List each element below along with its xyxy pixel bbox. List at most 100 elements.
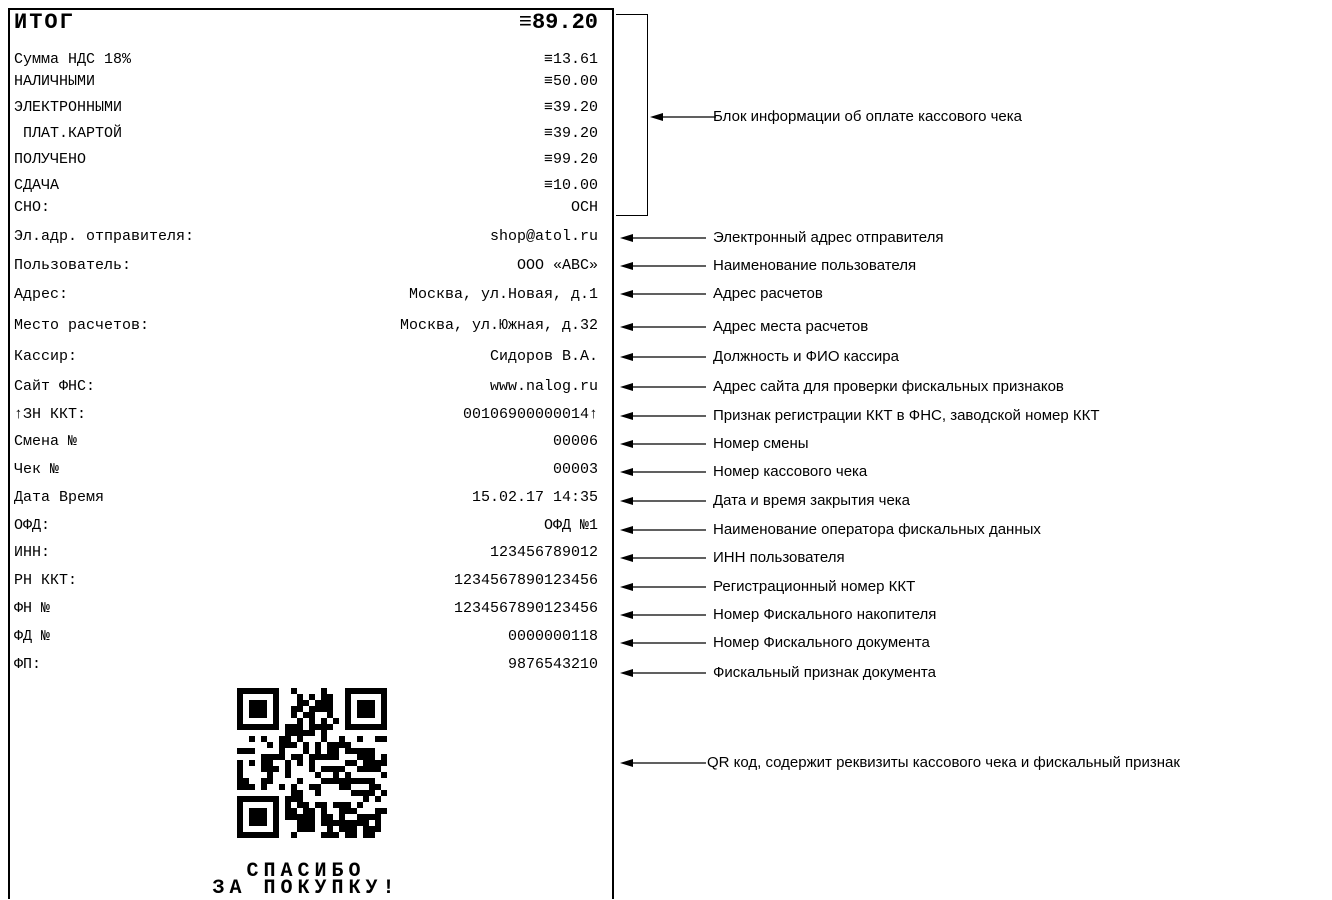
- receipt-row-value: ≡10.00: [543, 177, 598, 194]
- receipt-row-label: ФД №: [14, 628, 51, 645]
- qr-code: [237, 688, 387, 838]
- arrow-head-icon: [620, 554, 633, 562]
- receipt-row-label: ЭЛЕКТРОННЫМИ: [14, 99, 123, 116]
- annotation-label: Должность и ФИО кассира: [713, 348, 899, 365]
- receipt-row: ФП: 9876543210: [14, 656, 598, 674]
- total-value: ≡89.20: [518, 10, 598, 35]
- annotation-label: Наименование пользователя: [713, 257, 917, 274]
- receipt-row-label: НАЛИЧНЫМИ: [14, 73, 96, 90]
- arrow-head-icon: [620, 323, 633, 331]
- receipt-row-label: Адрес:: [14, 286, 69, 303]
- annotation-label: Номер Фискального накопителя: [713, 606, 937, 623]
- receipt-row-value: ОСН: [570, 199, 598, 216]
- receipt-row: ИНН: 123456789012: [14, 544, 598, 562]
- arrow-head-icon: [620, 262, 633, 270]
- receipt-row: Кассир: Сидоров В.А.: [14, 348, 598, 366]
- receipt-row-value: ≡50.00: [543, 73, 598, 90]
- receipt-row-label: Место расчетов:: [14, 317, 150, 334]
- receipt-row-label: Сумма НДС 18%: [14, 51, 132, 68]
- arrow-head-icon: [620, 383, 633, 391]
- receipt-row-label: РН ККТ:: [14, 572, 78, 589]
- receipt-row: Пользователь: ООО «АВС»: [14, 257, 598, 275]
- receipt-row-value: shop@atol.ru: [489, 228, 598, 245]
- receipt-row-label: ПЛАТ.КАРТОЙ: [14, 125, 123, 142]
- arrow-head-icon: [650, 113, 663, 121]
- annotation-label: Адрес расчетов: [713, 285, 823, 302]
- receipt: [8, 8, 614, 899]
- total-row: ИТОГ ≡89.20: [14, 11, 598, 35]
- total-label: ИТОГ: [14, 10, 75, 35]
- receipt-row: Чек № 00003: [14, 461, 598, 479]
- arrow-head-icon: [620, 440, 633, 448]
- annotation-label: Дата и время закрытия чека: [713, 492, 911, 509]
- receipt-row-value: ≡39.20: [543, 125, 598, 142]
- receipt-row-label: Дата Время: [14, 489, 105, 506]
- receipt-row: Адрес: Москва, ул.Новая, д.1: [14, 286, 598, 304]
- receipt-row-label: ФН №: [14, 600, 51, 617]
- receipt-row: СДАЧА ≡10.00: [14, 177, 598, 195]
- receipt-row-value: 00003: [552, 461, 598, 478]
- annotation-label: Номер смены: [713, 435, 809, 452]
- annotation-label: Номер Фискального документа: [713, 634, 930, 651]
- receipt-row: ↑ЗН ККТ: 00106900000014↑: [14, 406, 598, 424]
- receipt-row-label: СНО:: [14, 199, 51, 216]
- receipt-row-label: ↑ЗН ККТ:: [14, 406, 87, 423]
- receipt-row: НАЛИЧНЫМИ ≡50.00: [14, 73, 598, 91]
- arrow-head-icon: [620, 234, 633, 242]
- annotation-label: Номер кассового чека: [713, 463, 868, 480]
- receipt-row: ОФД: ОФД №1: [14, 517, 598, 535]
- thanks-line-2: ЗА ПОКУПКУ!: [212, 877, 400, 900]
- receipt-row-value: 123456789012: [489, 544, 598, 561]
- receipt-row: ПОЛУЧЕНО ≡99.20: [14, 151, 598, 169]
- receipt-row: РН ККТ: 1234567890123456: [14, 572, 598, 590]
- receipt-row-label: ФП:: [14, 656, 42, 673]
- receipt-row-value: 0000000118: [507, 628, 598, 645]
- receipt-row: Сайт ФНС: www.nalog.ru: [14, 378, 598, 396]
- annotation-label: Признак регистрации ККТ в ФНС, заводской…: [713, 407, 1100, 424]
- receipt-row-value: ≡99.20: [543, 151, 598, 168]
- receipt-row-value: Москва, ул.Южная, д.32: [399, 317, 598, 334]
- payment-block-bracket: [616, 14, 648, 216]
- receipt-row-value: ООО «АВС»: [516, 257, 598, 274]
- receipt-row: Сумма НДС 18% ≡13.61: [14, 51, 598, 69]
- arrow-head-icon: [620, 412, 633, 420]
- arrow-head-icon: [620, 526, 633, 534]
- receipt-row-value: Москва, ул.Новая, д.1: [408, 286, 598, 303]
- receipt-row-value: Сидоров В.А.: [489, 348, 598, 365]
- receipt-row-label: СДАЧА: [14, 177, 60, 194]
- receipt-row-value: 1234567890123456: [453, 600, 598, 617]
- receipt-row: ЭЛЕКТРОННЫМИ ≡39.20: [14, 99, 598, 117]
- arrow-head-icon: [620, 759, 633, 767]
- annotation-label: Адрес места расчетов: [713, 318, 869, 335]
- annotation-label: Фискальный признак документа: [713, 664, 936, 681]
- arrow-head-icon: [620, 468, 633, 476]
- receipt-row-label: Смена №: [14, 433, 78, 450]
- receipt-row-label: Чек №: [14, 461, 60, 478]
- receipt-row: СНО: ОСН: [14, 199, 598, 217]
- arrow-head-icon: [620, 353, 633, 361]
- arrow-head-icon: [620, 669, 633, 677]
- receipt-row-label: Эл.адр. отправителя:: [14, 228, 195, 245]
- receipt-row-value: 1234567890123456: [453, 572, 598, 589]
- receipt-row: Эл.адр. отправителя: shop@atol.ru: [14, 228, 598, 246]
- receipt-row-value: www.nalog.ru: [489, 378, 598, 395]
- receipt-row-label: Кассир:: [14, 348, 78, 365]
- annotation-label: Адрес сайта для проверки фискальных приз…: [713, 378, 1064, 395]
- receipt-row: Дата Время 15.02.17 14:35: [14, 489, 598, 507]
- receipt-row-label: ИНН:: [14, 544, 51, 561]
- annotation-label: Регистрационный номер ККТ: [713, 578, 916, 595]
- receipt-row-label: Пользователь:: [14, 257, 132, 274]
- annotation-label: Электронный адрес отправителя: [713, 229, 944, 246]
- receipt-row: Место расчетов: Москва, ул.Южная, д.32: [14, 317, 598, 335]
- arrow-head-icon: [620, 611, 633, 619]
- arrow-head-icon: [620, 497, 633, 505]
- annotation-label: Наименование оператора фискальных данных: [713, 521, 1041, 538]
- annotation-label: QR код, содержит реквизиты кассового чек…: [707, 754, 1180, 771]
- thanks-line-1: СПАСИБО: [246, 860, 366, 883]
- receipt-row-value: 15.02.17 14:35: [471, 489, 598, 506]
- arrow-head-icon: [620, 639, 633, 647]
- arrow-head-icon: [620, 290, 633, 298]
- receipt-row: ПЛАТ.КАРТОЙ ≡39.20: [14, 125, 598, 143]
- receipt-row-value: ≡13.61: [543, 51, 598, 68]
